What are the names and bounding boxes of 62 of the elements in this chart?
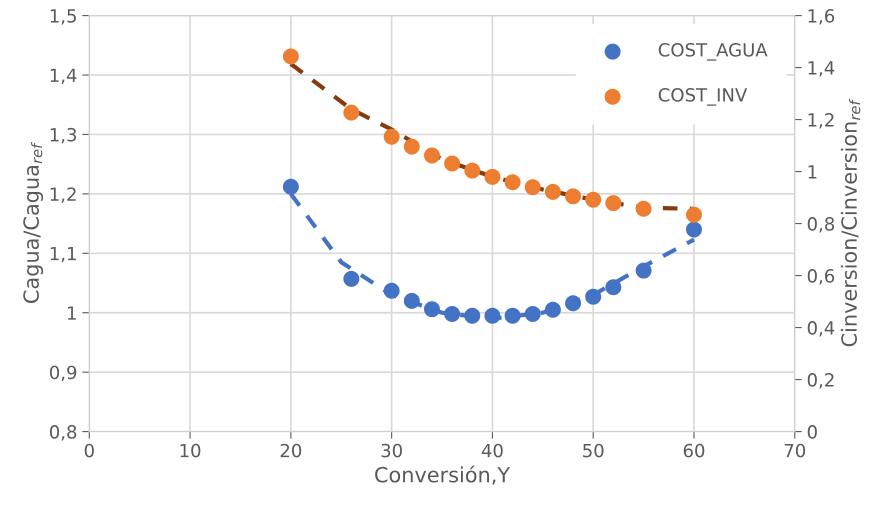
x-tick-label: 20 <box>280 444 302 458</box>
legend-label: COST_AGUA <box>658 43 768 61</box>
point <box>605 279 622 296</box>
x-tick-label: 10 <box>180 444 200 458</box>
x-tick-label: 0 <box>84 444 94 458</box>
legend-label: COST_INV <box>658 88 748 106</box>
y2-tick-label: 1,6 <box>808 9 834 25</box>
y2-tick-label: 0,6 <box>808 269 834 285</box>
point <box>585 192 602 208</box>
x-tick-label: 70 <box>784 444 806 458</box>
y2-tick-label: 1,4 <box>808 61 834 77</box>
x-tick-label: 50 <box>583 444 604 458</box>
x-tick-label: 40 <box>482 444 503 458</box>
point <box>585 288 602 305</box>
y-tick-label: 1,3 <box>50 128 76 144</box>
y-tick-label: 1 <box>68 306 76 320</box>
point <box>343 270 360 287</box>
point <box>565 188 582 204</box>
y2-tick-label: 1 <box>808 165 816 178</box>
point <box>444 156 460 172</box>
point <box>384 128 400 145</box>
y-tick-label: 1,2 <box>50 187 76 203</box>
y2-tick-label: 0,2 <box>808 373 834 389</box>
y-tick-label: 0,9 <box>50 366 76 382</box>
point <box>636 200 652 217</box>
point <box>524 306 541 322</box>
y2-tick-label: 0,4 <box>808 321 834 337</box>
point <box>484 168 500 185</box>
x-axis-title: Conversión,Y <box>375 466 510 485</box>
point <box>686 222 702 238</box>
point <box>464 308 480 324</box>
point <box>504 174 521 190</box>
y-tick-label: 1,5 <box>50 9 76 25</box>
point <box>636 262 652 279</box>
point <box>524 179 541 196</box>
y2-tick-label: 1,2 <box>808 113 834 129</box>
point <box>605 195 622 212</box>
point <box>282 178 299 195</box>
point <box>444 306 460 322</box>
y-tick-label: 1,4 <box>50 68 76 84</box>
y-tick-label: 1,1 <box>50 247 76 262</box>
y2-tick-label: 0 <box>808 425 817 439</box>
y2-tick-label: 0,8 <box>808 217 834 233</box>
x-tick-label: 60 <box>684 444 704 458</box>
point <box>343 104 360 121</box>
point <box>384 282 400 299</box>
point <box>565 295 582 312</box>
x-tick-label: 30 <box>382 444 402 458</box>
y2-axis-title: Cinversion/Cinversion$_{ref}$ <box>840 98 860 346</box>
point <box>404 138 420 155</box>
y-tick-label: 0,8 <box>50 425 76 441</box>
point <box>404 292 420 309</box>
point <box>504 308 521 324</box>
point <box>686 206 702 223</box>
point <box>544 302 561 318</box>
point <box>464 162 480 179</box>
point <box>544 184 561 200</box>
point <box>424 148 440 164</box>
point <box>424 301 440 318</box>
y-axis-title: Cagua/Cagua$_{ref}$ <box>23 142 44 303</box>
point <box>282 48 299 64</box>
point <box>484 308 500 324</box>
